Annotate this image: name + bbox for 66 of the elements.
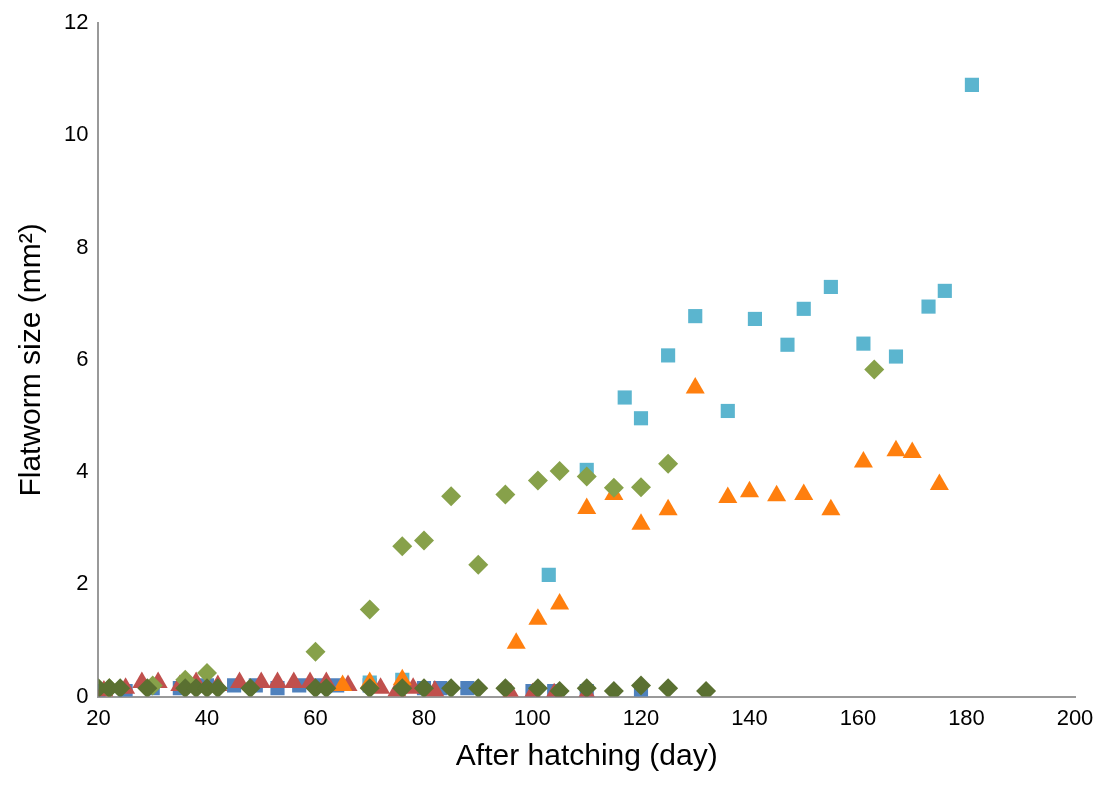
point (359, 599, 380, 620)
y-tick-label: 12 (63, 9, 89, 35)
point (633, 411, 649, 426)
point (413, 530, 434, 551)
x-tick-label: 180 (948, 704, 985, 730)
point (747, 311, 762, 327)
point (688, 309, 703, 324)
point (658, 453, 679, 474)
x-tick-label: 140 (731, 704, 768, 730)
x-tick-label: 120 (622, 704, 660, 730)
x-axis-title: After hatching (day) (455, 738, 718, 772)
point (495, 484, 516, 505)
point (527, 470, 548, 491)
point (441, 486, 462, 507)
point (576, 678, 597, 697)
point (658, 678, 679, 697)
y-tick-label: 4 (76, 458, 89, 484)
x-tick-label: 100 (514, 704, 551, 730)
point (541, 567, 556, 582)
point (720, 403, 735, 419)
x-tick-label: 40 (194, 704, 220, 730)
point (549, 461, 570, 482)
point (921, 299, 936, 314)
x-tick-label: 60 (303, 704, 328, 730)
point (240, 678, 261, 697)
point (576, 466, 597, 487)
point (661, 348, 676, 363)
point (359, 678, 380, 697)
point (468, 678, 489, 697)
point (856, 336, 871, 351)
point (495, 678, 516, 697)
point (441, 678, 462, 697)
point (506, 632, 526, 649)
y-tick-label: 6 (76, 345, 89, 371)
point (267, 671, 288, 689)
point (603, 477, 624, 498)
point (392, 536, 413, 557)
point (617, 390, 632, 405)
point (528, 608, 548, 625)
y-tick-label: 10 (63, 121, 89, 147)
point (823, 279, 838, 295)
point (550, 593, 570, 610)
point (630, 477, 651, 498)
point (630, 675, 651, 696)
point (780, 337, 795, 352)
point (196, 663, 217, 684)
y-tick-label: 0 (76, 682, 89, 708)
point (392, 678, 413, 697)
x-tick-label: 20 (86, 704, 111, 730)
y-axis-title: Flatworm size (mm²) (13, 223, 47, 497)
x-tick-label: 160 (839, 704, 877, 730)
x-tick-label: 80 (411, 704, 437, 730)
x-tick-label: 200 (1056, 704, 1094, 730)
point (284, 671, 304, 689)
point (333, 674, 353, 691)
point (964, 77, 979, 92)
y-tick-label: 2 (76, 570, 89, 596)
point (888, 349, 904, 364)
point (137, 678, 158, 697)
point (864, 359, 885, 380)
point (796, 301, 811, 316)
point (305, 641, 326, 662)
point (527, 678, 548, 697)
point (468, 554, 489, 575)
point (937, 283, 952, 298)
y-tick-label: 8 (76, 233, 89, 259)
